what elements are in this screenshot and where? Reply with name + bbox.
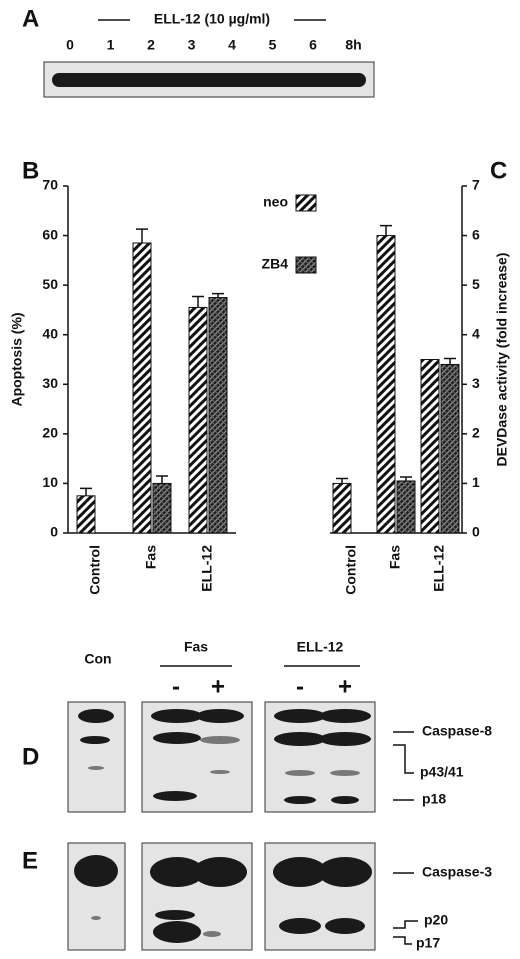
- error-bar: [380, 224, 392, 236]
- lane-labels: 0 1 2 3 4 5 6 8h: [66, 37, 362, 53]
- error-bar: [80, 487, 92, 496]
- bar: [376, 235, 396, 534]
- lane-label: 1: [107, 37, 115, 53]
- y-tick-label: 4: [472, 325, 480, 341]
- legend-label: neo: [263, 194, 288, 210]
- error-bar: [444, 357, 456, 365]
- band-label: p43/41: [420, 764, 464, 780]
- y-tick-label: 30: [42, 375, 58, 391]
- bar: [132, 242, 152, 534]
- bar: [420, 359, 440, 534]
- bar: [188, 306, 208, 534]
- lane-label: 0: [66, 37, 74, 53]
- error-bar: [136, 228, 148, 244]
- legend-swatch: [295, 194, 317, 212]
- panel-label: C: [490, 157, 507, 184]
- lane-label: 6: [309, 37, 317, 53]
- x-tick-label: ELL-12: [431, 545, 447, 592]
- x-tick-label: Control: [343, 545, 359, 595]
- legend-swatch: [295, 256, 317, 274]
- y-tick-label: 6: [472, 226, 480, 242]
- lane-label: 5: [269, 37, 277, 53]
- y-tick-label: 20: [42, 425, 58, 441]
- error-bar: [400, 476, 412, 481]
- band-label: p18: [422, 791, 446, 807]
- panel-label: A: [22, 5, 39, 32]
- bar: [76, 495, 96, 534]
- error-bar: [156, 475, 168, 484]
- x-tick-label: Fas: [143, 545, 159, 569]
- legend-label: ZB4: [262, 256, 289, 272]
- error-bar: [192, 295, 204, 308]
- y-tick-label: 10: [42, 474, 58, 490]
- sign: +: [211, 673, 225, 700]
- y-axis-label: Apoptosis (%): [9, 312, 25, 406]
- panel-label: E: [22, 847, 38, 874]
- error-bar: [212, 292, 224, 298]
- treatment-title: ELL-12 (10 µg/ml): [154, 11, 270, 27]
- panel-label: B: [22, 157, 39, 184]
- y-tick-label: 60: [42, 226, 58, 242]
- error-bar: [336, 477, 348, 484]
- lane-label: 3: [188, 37, 196, 53]
- blot-bands: [78, 709, 371, 804]
- y-tick-label: 3: [472, 375, 480, 391]
- band-label: p17: [416, 935, 440, 951]
- blot-band: [52, 73, 366, 87]
- band-pointer: [393, 920, 418, 929]
- column-label: Con: [84, 651, 111, 667]
- column-label: ELL-12: [297, 639, 344, 655]
- y-tick-label: 5: [472, 276, 480, 292]
- blot-bands: [74, 855, 372, 943]
- lane-label: 2: [147, 37, 155, 53]
- bar: [440, 363, 460, 534]
- bar: [208, 297, 228, 534]
- band-label: Caspase-3: [422, 864, 492, 880]
- band-label: Caspase-8: [422, 723, 492, 739]
- x-tick-label: ELL-12: [199, 545, 215, 592]
- sign: -: [172, 673, 180, 700]
- y-tick-label: 0: [50, 524, 58, 540]
- x-tick-label: Control: [87, 545, 103, 595]
- y-tick-label: 1: [472, 474, 480, 490]
- panel-label: D: [22, 743, 39, 770]
- y-tick-label: 50: [42, 276, 58, 292]
- band-pointer: [393, 936, 412, 945]
- bar: [152, 482, 172, 534]
- y-tick-label: 70: [42, 177, 58, 193]
- band-label: p20: [424, 912, 448, 928]
- x-tick-label: Fas: [387, 545, 403, 569]
- column-label: Fas: [184, 639, 208, 655]
- lane-label: 8h: [345, 37, 361, 53]
- sign: -: [296, 673, 304, 700]
- y-tick-label: 7: [472, 177, 480, 193]
- band-pointer: [393, 744, 414, 774]
- y-axis-label: DEVDase activity (fold increase): [494, 253, 510, 467]
- bar: [396, 480, 416, 534]
- sign: +: [338, 673, 352, 700]
- y-tick-label: 0: [472, 524, 480, 540]
- bar: [332, 482, 352, 534]
- lane-label: 4: [228, 37, 236, 53]
- y-tick-label: 40: [42, 325, 58, 341]
- y-tick-label: 2: [472, 425, 480, 441]
